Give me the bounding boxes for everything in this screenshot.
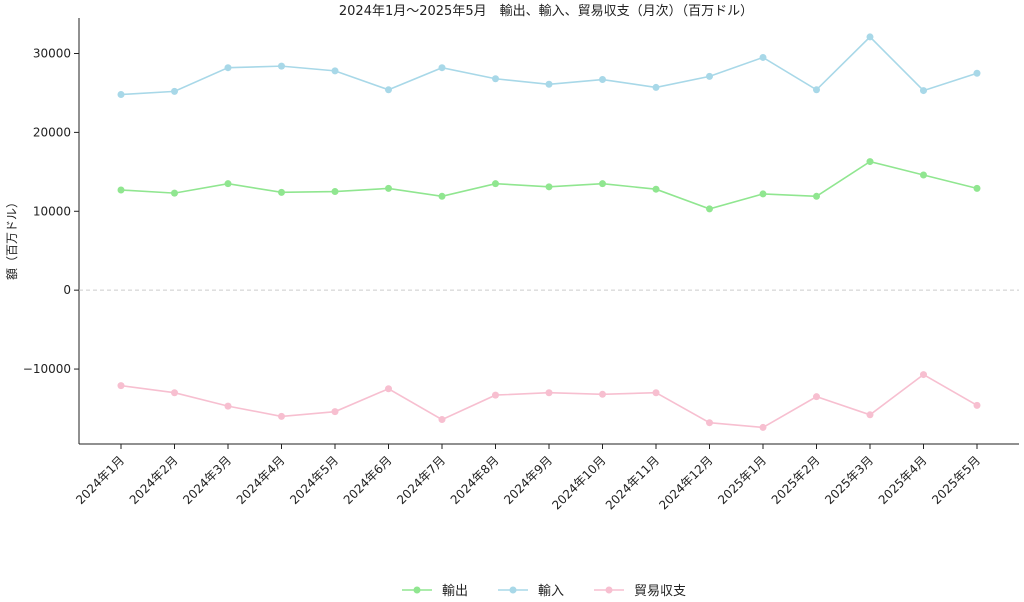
data-point (438, 64, 446, 72)
x-tick-label: 2025年1月 (715, 453, 769, 507)
x-tick-label: 2025年3月 (822, 453, 876, 507)
data-point (438, 192, 446, 200)
data-point (171, 389, 178, 397)
data-point (117, 91, 125, 99)
data-point (759, 423, 767, 431)
data-point (117, 382, 125, 390)
y-axis-label: 額（百万ドル） (5, 196, 19, 280)
data-point (278, 412, 285, 420)
data-point (492, 391, 499, 399)
legend-item: 輸入 (498, 584, 564, 599)
x-axis-ticks: 2024年1月 2024年2月 2024年3月 2024年4月 2024年5月 2024年… (73, 444, 983, 512)
data-point (652, 185, 660, 193)
data-point (171, 87, 178, 95)
x-tick-label: 2024年11月 (603, 453, 662, 512)
data-point (813, 393, 820, 401)
data-point (920, 87, 927, 95)
data-point (492, 75, 499, 83)
legend-swatch-marker (509, 586, 517, 594)
series-2 (117, 33, 981, 99)
data-point (599, 390, 606, 398)
data-point (866, 158, 874, 166)
data-point (331, 67, 339, 75)
y-tick-label: −10000 (23, 362, 71, 376)
data-point (652, 83, 660, 91)
legend: 輸出 輸入 貿易収支 (402, 584, 686, 599)
data-point (706, 72, 713, 80)
series-3 (117, 371, 981, 431)
x-tick-label: 2024年10月 (549, 453, 608, 512)
data-point (813, 86, 820, 94)
legend-swatch-marker (605, 586, 613, 594)
legend-label: 輸入 (538, 584, 564, 599)
data-point (599, 76, 606, 84)
x-tick-label: 2024年8月 (448, 453, 502, 507)
data-point (759, 190, 767, 198)
data-point (331, 188, 339, 196)
data-point (545, 389, 553, 397)
data-point (652, 389, 660, 397)
data-point (599, 180, 606, 188)
legend-item: 輸出 (402, 584, 468, 599)
legend-swatch-marker (413, 586, 421, 594)
x-tick-label: 2025年2月 (769, 453, 823, 507)
data-point (920, 371, 927, 379)
data-point (706, 419, 713, 427)
data-point (492, 180, 499, 188)
y-axis-ticks: −10000 0 10000 20000 30000 (23, 47, 79, 376)
data-point (278, 62, 285, 70)
x-tick-label: 2024年3月 (180, 453, 234, 507)
data-point (545, 80, 553, 88)
y-tick-label: 10000 (33, 204, 71, 218)
y-tick-label: 20000 (33, 125, 71, 139)
data-point (759, 53, 767, 61)
data-point (706, 205, 713, 213)
legend-label: 貿易収支 (634, 584, 686, 599)
x-tick-label: 2024年4月 (234, 453, 288, 507)
x-tick-label: 2024年7月 (394, 453, 448, 507)
data-point (224, 402, 232, 410)
data-point (973, 401, 981, 409)
series-1 (117, 158, 981, 213)
x-tick-label: 2025年5月 (929, 453, 983, 507)
data-point (920, 171, 927, 179)
data-point (278, 188, 285, 196)
data-point (813, 192, 820, 200)
data-point (171, 189, 178, 197)
x-tick-label: 2024年1月 (73, 453, 127, 507)
data-point (545, 183, 553, 191)
x-tick-label: 2024年9月 (501, 453, 555, 507)
x-tick-label: 2025年4月 (876, 453, 930, 507)
data-point (385, 385, 392, 393)
data-point (224, 64, 232, 72)
x-tick-label: 2024年6月 (341, 453, 395, 507)
data-point (224, 180, 232, 188)
data-point (866, 411, 874, 419)
series-layer (117, 33, 981, 431)
x-tick-label: 2024年2月 (127, 453, 181, 507)
x-tick-label: 2024年12月 (656, 453, 715, 512)
legend-label: 輸出 (442, 584, 468, 599)
data-point (973, 69, 981, 77)
data-point (973, 184, 981, 192)
y-tick-label: 30000 (33, 47, 71, 61)
data-point (385, 86, 392, 94)
data-point (331, 408, 339, 416)
y-tick-label: 0 (63, 283, 71, 297)
data-point (385, 184, 392, 192)
data-point (438, 416, 446, 424)
x-tick-label: 2024年5月 (287, 453, 341, 507)
legend-item: 貿易収支 (594, 584, 686, 599)
series-line (120, 373, 978, 429)
chart-title: 2024年1月～2025年5月 輸出、輸入、貿易収支（月次）（百万ドル） (339, 3, 753, 19)
data-point (866, 33, 874, 41)
data-point (117, 186, 125, 194)
